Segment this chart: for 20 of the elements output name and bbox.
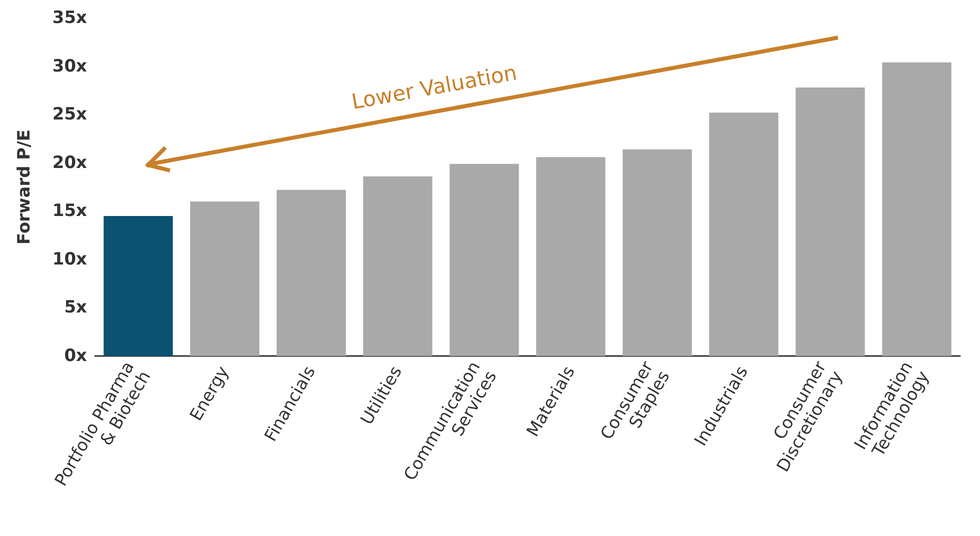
- bar: [796, 88, 865, 356]
- bar: [622, 149, 692, 356]
- y-tick-label: 35x: [52, 8, 88, 28]
- y-tick-label: 15x: [52, 201, 88, 222]
- bar: [104, 216, 173, 356]
- bar: [363, 176, 432, 356]
- y-tick-label: 10x: [52, 249, 88, 270]
- bar: [709, 112, 778, 356]
- y-tick-label: 30x: [52, 56, 88, 76]
- y-axis-title: Forward P/E: [14, 130, 34, 244]
- bar: [536, 157, 606, 356]
- y-tick-label: 0x: [64, 346, 88, 366]
- y-tick-label: 20x: [52, 152, 88, 173]
- bar: [276, 190, 346, 356]
- annotation: Lower Valuation: [350, 60, 519, 114]
- y-tick-label: 25x: [52, 104, 88, 125]
- y-tick-label: 5x: [64, 298, 88, 318]
- bar: [450, 164, 519, 356]
- bar: [190, 201, 260, 356]
- bar: [882, 62, 952, 356]
